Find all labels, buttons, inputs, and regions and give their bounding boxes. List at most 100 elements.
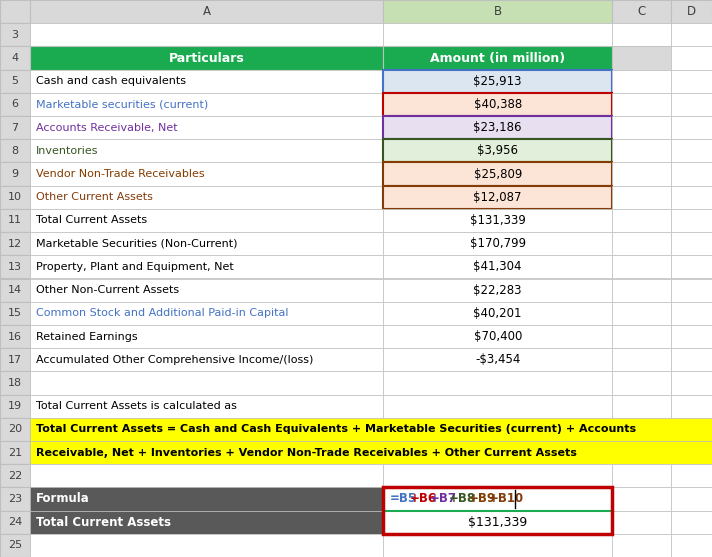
Bar — [30, 46, 383, 70]
Bar — [0, 487, 30, 511]
Bar — [30, 464, 383, 487]
Bar — [612, 278, 671, 302]
Bar — [30, 185, 383, 209]
Bar — [30, 511, 383, 534]
Text: Total Current Assets: Total Current Assets — [36, 216, 147, 226]
Bar — [612, 139, 671, 163]
Text: $131,339: $131,339 — [470, 214, 525, 227]
Text: 19: 19 — [8, 401, 22, 411]
Text: 17: 17 — [8, 355, 22, 365]
Bar — [30, 23, 383, 46]
Bar — [0, 116, 30, 139]
Bar — [30, 116, 383, 139]
Text: Other Current Assets: Other Current Assets — [36, 192, 152, 202]
Bar — [0, 255, 30, 278]
Text: Total Current Assets: Total Current Assets — [36, 516, 171, 529]
Bar — [30, 70, 383, 93]
Text: +B8: +B8 — [449, 492, 476, 506]
Bar — [612, 511, 671, 534]
Text: +B6: +B6 — [410, 492, 437, 506]
Text: $12,087: $12,087 — [473, 190, 522, 204]
Text: $22,283: $22,283 — [473, 284, 522, 297]
Bar — [671, 185, 712, 209]
Bar — [0, 278, 30, 302]
Bar — [612, 46, 671, 70]
Text: $25,809: $25,809 — [473, 168, 522, 180]
Bar — [0, 163, 30, 185]
Bar — [30, 302, 383, 325]
Bar — [0, 302, 30, 325]
Bar — [612, 325, 671, 348]
Bar — [383, 185, 612, 209]
Bar — [671, 511, 712, 534]
Bar — [30, 441, 712, 464]
Text: 5: 5 — [11, 76, 19, 86]
Bar — [30, 93, 383, 116]
Text: Common Stock and Additional Paid-in Capital: Common Stock and Additional Paid-in Capi… — [36, 309, 288, 318]
Bar — [30, 394, 383, 418]
Bar — [612, 255, 671, 278]
Text: 24: 24 — [8, 517, 22, 527]
Bar — [612, 464, 671, 487]
Bar — [0, 394, 30, 418]
Bar — [612, 348, 671, 372]
Text: 7: 7 — [11, 123, 19, 133]
Text: 21: 21 — [8, 448, 22, 457]
Bar — [383, 70, 612, 93]
Text: Accumulated Other Comprehensive Income/(loss): Accumulated Other Comprehensive Income/(… — [36, 355, 313, 365]
Bar — [383, 255, 612, 278]
Text: -$3,454: -$3,454 — [475, 353, 520, 367]
Bar — [383, 116, 612, 139]
Bar — [0, 325, 30, 348]
Text: 11: 11 — [8, 216, 22, 226]
Bar — [671, 534, 712, 557]
Bar — [671, 302, 712, 325]
Bar — [0, 534, 30, 557]
Bar — [612, 185, 671, 209]
Text: +B10: +B10 — [488, 492, 523, 506]
Bar — [0, 418, 30, 441]
Bar — [671, 23, 712, 46]
Text: Accounts Receivable, Net: Accounts Receivable, Net — [36, 123, 177, 133]
Bar — [30, 348, 383, 372]
Text: 16: 16 — [8, 331, 22, 341]
Text: Particulars: Particulars — [169, 51, 244, 65]
Bar — [671, 464, 712, 487]
Bar — [383, 46, 612, 70]
Bar — [671, 0, 712, 23]
Bar — [671, 116, 712, 139]
Text: B: B — [493, 5, 502, 18]
Bar — [0, 464, 30, 487]
Bar — [612, 93, 671, 116]
Text: Marketable Securities (Non-Current): Marketable Securities (Non-Current) — [36, 239, 237, 248]
Bar — [612, 302, 671, 325]
Text: Retained Earnings: Retained Earnings — [36, 331, 137, 341]
Text: 25: 25 — [8, 540, 22, 550]
Text: Property, Plant and Equipment, Net: Property, Plant and Equipment, Net — [36, 262, 234, 272]
Bar — [0, 46, 30, 70]
Text: 6: 6 — [11, 100, 19, 109]
Bar — [383, 511, 612, 534]
Text: Total Current Assets is calculated as: Total Current Assets is calculated as — [36, 401, 236, 411]
Bar — [0, 441, 30, 464]
Bar — [671, 394, 712, 418]
Bar — [383, 163, 612, 185]
Bar — [30, 418, 712, 441]
Bar — [671, 163, 712, 185]
Text: 8: 8 — [11, 146, 19, 156]
Bar — [612, 372, 671, 394]
Text: Receivable, Net + Inventories + Vendor Non-Trade Receivables + Other Current Ass: Receivable, Net + Inventories + Vendor N… — [36, 448, 577, 457]
Bar — [0, 348, 30, 372]
Bar — [0, 185, 30, 209]
Bar — [30, 534, 383, 557]
Text: $40,201: $40,201 — [473, 307, 522, 320]
Text: 9: 9 — [11, 169, 19, 179]
Bar — [671, 372, 712, 394]
Bar — [671, 255, 712, 278]
Bar — [0, 70, 30, 93]
Bar — [671, 487, 712, 511]
Text: Amount (in million): Amount (in million) — [430, 51, 565, 65]
Bar — [0, 209, 30, 232]
Bar — [612, 116, 671, 139]
Text: 15: 15 — [8, 309, 22, 318]
